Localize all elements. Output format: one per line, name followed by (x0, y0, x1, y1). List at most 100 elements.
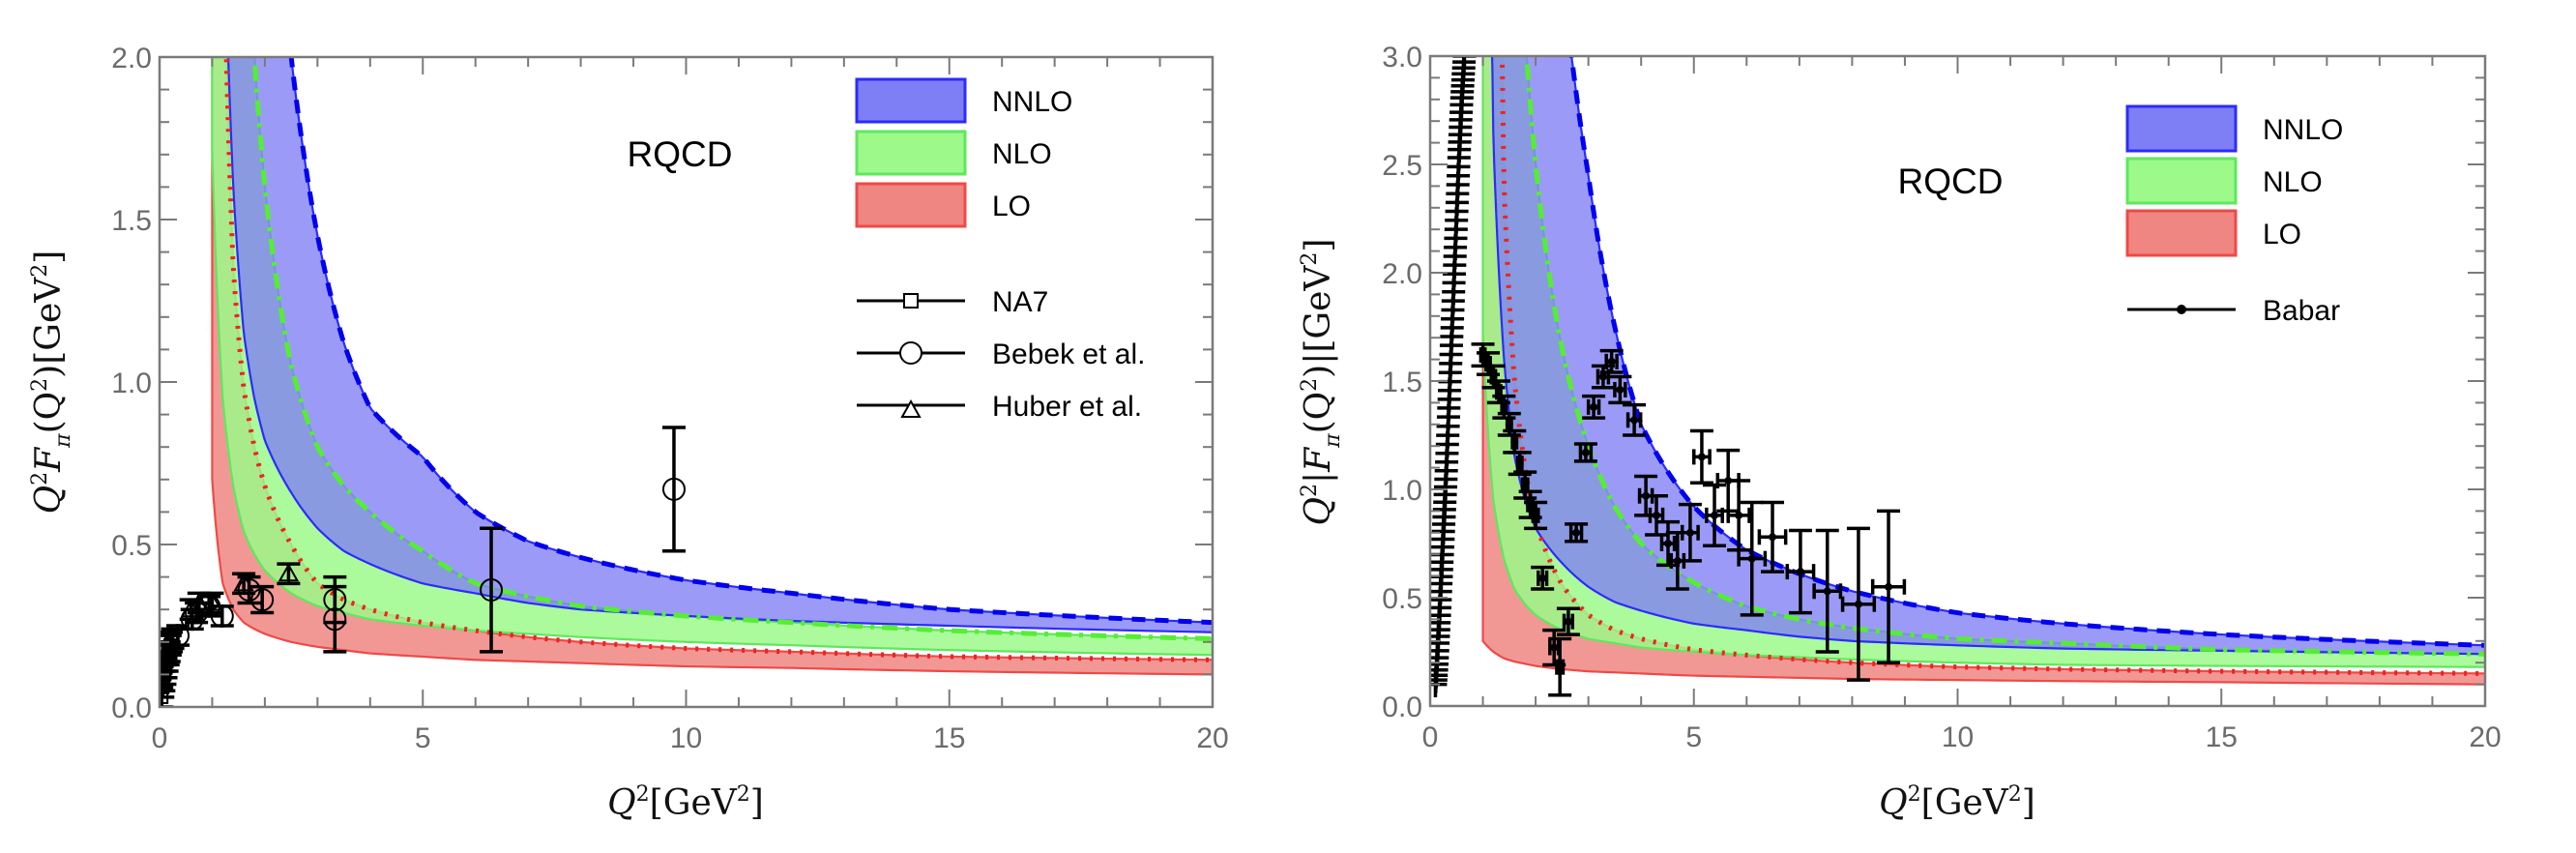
dot-marker (1515, 459, 1524, 468)
circle-marker (480, 578, 504, 603)
y-label-part: )|[GeV (1299, 265, 1338, 378)
x-label-close: ] (2022, 783, 2035, 823)
x-axis-label: Q2[GeV2] (1879, 782, 2035, 823)
y-label-part: 2 (28, 472, 52, 485)
band-nnlo (226, 57, 1213, 633)
y-tick-label: 1.0 (1382, 475, 1422, 507)
datapoint-babar (1645, 493, 1669, 537)
y-tick-label: 0.5 (1382, 583, 1422, 615)
datapoint-babar (1812, 528, 1843, 654)
tick-labels: 0 5 10 15 20 0.0 0.5 1.0 1.5 2.0 (111, 43, 1228, 754)
legend-triangle-icon (900, 398, 922, 418)
y-label-part: Q (29, 485, 69, 515)
datapoint-babar (1608, 374, 1632, 405)
x-label-symbol: Q (607, 783, 636, 823)
legend-label-bebek-et-al: Bebek et al. (992, 338, 1145, 370)
y-label-part: 2 (1298, 252, 1322, 266)
y-label-part: π (51, 433, 75, 449)
rqcd-label: RQCD (628, 134, 733, 174)
legend-swatch-lo (855, 182, 967, 228)
legend-label-lo: LO (992, 191, 1031, 222)
datapoint-babar (1548, 636, 1572, 697)
y-label-part: |F (1299, 446, 1338, 484)
y-tick-label: 2.5 (1382, 150, 1422, 182)
band-edge-nnlo (1568, 56, 2485, 648)
datapoint-babar (1785, 528, 1816, 615)
datapoint-babar (1703, 483, 1727, 547)
legend-swatch-nnlo (855, 77, 967, 124)
x-label-unit: [GeV (650, 783, 738, 823)
triangle-marker (189, 592, 210, 611)
datapoint-babar (1656, 519, 1681, 568)
legend-swatch-lo (2125, 209, 2238, 257)
y-tick-label: 0.0 (1382, 691, 1422, 723)
datapoint-babar (1524, 500, 1548, 531)
legend-dot-icon (2177, 305, 2186, 314)
datapoint-babar (1870, 509, 1907, 664)
legend-label-nlo: NLO (2263, 166, 2323, 198)
datapoint-babar (1737, 500, 1768, 617)
dot-marker (1494, 388, 1503, 397)
axis-ticks (159, 56, 1214, 708)
y-label-part: Q (1299, 497, 1338, 526)
datapoint-bebek-et-al (250, 584, 275, 615)
dot-marker (1769, 533, 1777, 542)
dot-marker (1550, 643, 1559, 652)
dot-marker (1711, 511, 1719, 519)
dot-marker (1572, 528, 1581, 537)
x-tick-label: 10 (1942, 721, 1974, 753)
datapoint-babar (1623, 402, 1647, 437)
datapoint-huber-et-al (277, 562, 301, 586)
x-tick-label: 15 (933, 722, 965, 754)
data-points (160, 426, 686, 707)
legend-circle-icon (899, 341, 922, 365)
x-tick-label: 5 (415, 722, 431, 754)
datapoint-babar (1531, 565, 1555, 591)
legend-square-icon (903, 293, 919, 309)
datapoint-babar (1599, 348, 1624, 374)
datapoint-bebek-et-al (166, 624, 190, 648)
dot-marker (1735, 511, 1743, 519)
circle-marker (661, 477, 686, 501)
y-label-part: (Q (1299, 392, 1338, 434)
x-label-close: ] (750, 783, 764, 823)
dot-marker (1521, 481, 1530, 489)
y-label-part: (Q (29, 392, 69, 434)
x-tick-label: 0 (152, 722, 168, 754)
dot-marker (1630, 416, 1639, 425)
legend-label-huber-et-al: Huber et al. (992, 391, 1142, 423)
y-axis-label: Q2Fπ(Q2)[GeV2] (28, 250, 75, 515)
x-label-sup: 2 (636, 782, 650, 807)
y-tick-label: 0.5 (111, 530, 152, 562)
y-label-part: 2 (1298, 484, 1322, 497)
datapoint-babar (1565, 522, 1589, 544)
x-label-unit-sup: 2 (2008, 782, 2022, 807)
y-label-part: ] (1299, 239, 1338, 252)
y-tick-label: 1.0 (111, 368, 152, 399)
y-label-part: 2 (28, 378, 52, 392)
dot-marker (1598, 372, 1607, 381)
x-label-unit-sup: 2 (737, 782, 750, 807)
datapoint-bebek-et-al (661, 426, 686, 553)
x-tick-label: 10 (670, 722, 702, 754)
x-label-sup: 2 (1908, 782, 1921, 807)
datapoint-babar (1582, 394, 1606, 420)
x-tick-label: 0 (1422, 721, 1439, 753)
datapoint-babar (1726, 479, 1751, 552)
datapoint-babar (1689, 428, 1713, 485)
panel-spacelike-form-factor: 0 5 10 15 20 0.0 0.5 1.0 1.5 2.0 RQCD NNLO NLO LO NA… (28, 43, 1229, 823)
datapoint-babar (1573, 442, 1597, 463)
circle-marker (166, 624, 190, 648)
y-tick-label: 2.0 (1382, 258, 1422, 290)
legend-swatch-nlo (855, 130, 967, 176)
y-label-part: 2 (28, 264, 52, 278)
y-label-part: )[GeV (29, 277, 69, 378)
datapoint-babar (1678, 502, 1702, 563)
circle-marker (210, 603, 234, 628)
dot-marker (1673, 556, 1682, 565)
legend-label-nnlo: NNLO (992, 86, 1072, 118)
triangle-marker (233, 573, 254, 592)
dot-marker (1500, 402, 1508, 411)
band-edge-nnlo (288, 57, 1213, 626)
